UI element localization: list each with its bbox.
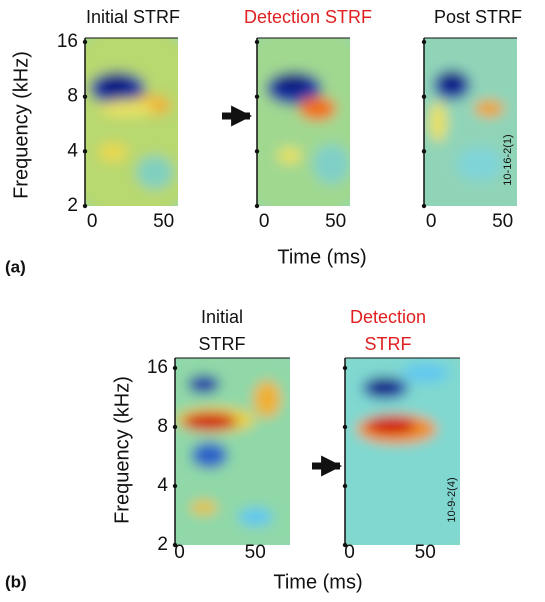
- y-tick: [172, 542, 178, 548]
- x-tick-label: 0: [87, 211, 98, 232]
- y-tick-label: 16: [57, 31, 78, 52]
- map-title: Detection: [350, 307, 426, 327]
- x-tick-label: 50: [153, 211, 174, 232]
- y-tick-label: 8: [67, 86, 78, 107]
- y-tick: [342, 365, 348, 371]
- blob: [257, 38, 350, 206]
- y-tick-label: 2: [157, 534, 168, 555]
- y-tick: [82, 39, 88, 45]
- blob: [424, 38, 517, 206]
- map-id: 10-16-2(1): [502, 134, 514, 185]
- y-tick: [254, 203, 260, 209]
- map-title: STRF: [365, 334, 412, 354]
- blob: [191, 442, 228, 469]
- y-tick: [342, 542, 348, 548]
- blob: [277, 147, 302, 165]
- map-title: Post STRF: [434, 7, 522, 27]
- blob: [238, 507, 273, 527]
- heatmap-blobs: [424, 38, 517, 206]
- heatmap-blobs: [257, 38, 350, 206]
- y-axis-label: Frequency (kHz): [10, 51, 32, 199]
- blob: [275, 73, 310, 94]
- blob: [402, 363, 449, 383]
- y-tick: [254, 94, 260, 99]
- blob: [298, 96, 337, 121]
- map-title: Initial STRF: [86, 7, 180, 27]
- x-tick-label: 50: [245, 542, 266, 563]
- x-tick-label: 0: [426, 211, 437, 232]
- x-tick-label: 50: [415, 542, 436, 563]
- blob: [253, 380, 281, 418]
- blob: [98, 74, 133, 96]
- y-tick: [342, 424, 348, 430]
- y-tick: [421, 203, 427, 209]
- blob: [98, 142, 128, 163]
- y-tick: [82, 94, 88, 99]
- y-tick-label: 16: [147, 357, 168, 378]
- blob: [312, 143, 350, 185]
- x-tick-label: 50: [492, 211, 513, 232]
- y-tick-label: 4: [67, 140, 78, 161]
- y-tick: [172, 424, 178, 430]
- heatmap: [175, 358, 290, 545]
- panel-label: (a): [5, 257, 26, 276]
- heatmap-blobs: [85, 38, 178, 206]
- blob: [187, 374, 220, 394]
- y-tick: [172, 483, 178, 489]
- heatmap: [345, 358, 460, 545]
- map-title: Initial: [201, 307, 243, 327]
- x-tick-label: 50: [325, 211, 346, 232]
- map-id: 10-9-2(4): [446, 477, 458, 522]
- blob: [189, 500, 218, 516]
- blob: [440, 71, 464, 92]
- map-title: Detection STRF: [244, 7, 372, 27]
- x-axis-label: Time (ms): [273, 571, 362, 593]
- heatmap-blobs: [175, 358, 290, 545]
- blob: [98, 100, 155, 117]
- blob: [345, 358, 460, 545]
- y-tick-label: 4: [157, 475, 168, 496]
- y-tick: [342, 483, 348, 489]
- blob: [365, 415, 417, 435]
- y-tick: [421, 39, 427, 45]
- blob: [136, 155, 174, 190]
- y-tick-label: 2: [67, 195, 78, 216]
- y-tick: [172, 365, 178, 371]
- blob: [474, 100, 504, 117]
- y-tick: [82, 149, 88, 154]
- y-tick: [254, 39, 260, 45]
- y-axis-label: Frequency (kHz): [111, 376, 133, 524]
- heatmap-blobs: [345, 358, 460, 545]
- y-tick: [254, 149, 260, 154]
- blob: [428, 101, 448, 143]
- heatmap: [424, 38, 517, 206]
- blob: [369, 378, 397, 394]
- x-tick-label: 0: [344, 542, 355, 563]
- x-tick-label: 0: [259, 211, 270, 232]
- heatmap: [85, 38, 178, 206]
- heatmap: [257, 38, 350, 206]
- panel-label: (b): [5, 572, 27, 591]
- y-tick-label: 8: [157, 416, 168, 437]
- y-tick: [82, 203, 88, 209]
- blob: [181, 412, 238, 431]
- y-tick: [421, 149, 427, 154]
- blob: [456, 147, 504, 181]
- x-tick-label: 0: [174, 542, 185, 563]
- y-tick: [421, 94, 427, 99]
- map-title: STRF: [199, 334, 246, 354]
- x-axis-label: Time (ms): [277, 246, 366, 268]
